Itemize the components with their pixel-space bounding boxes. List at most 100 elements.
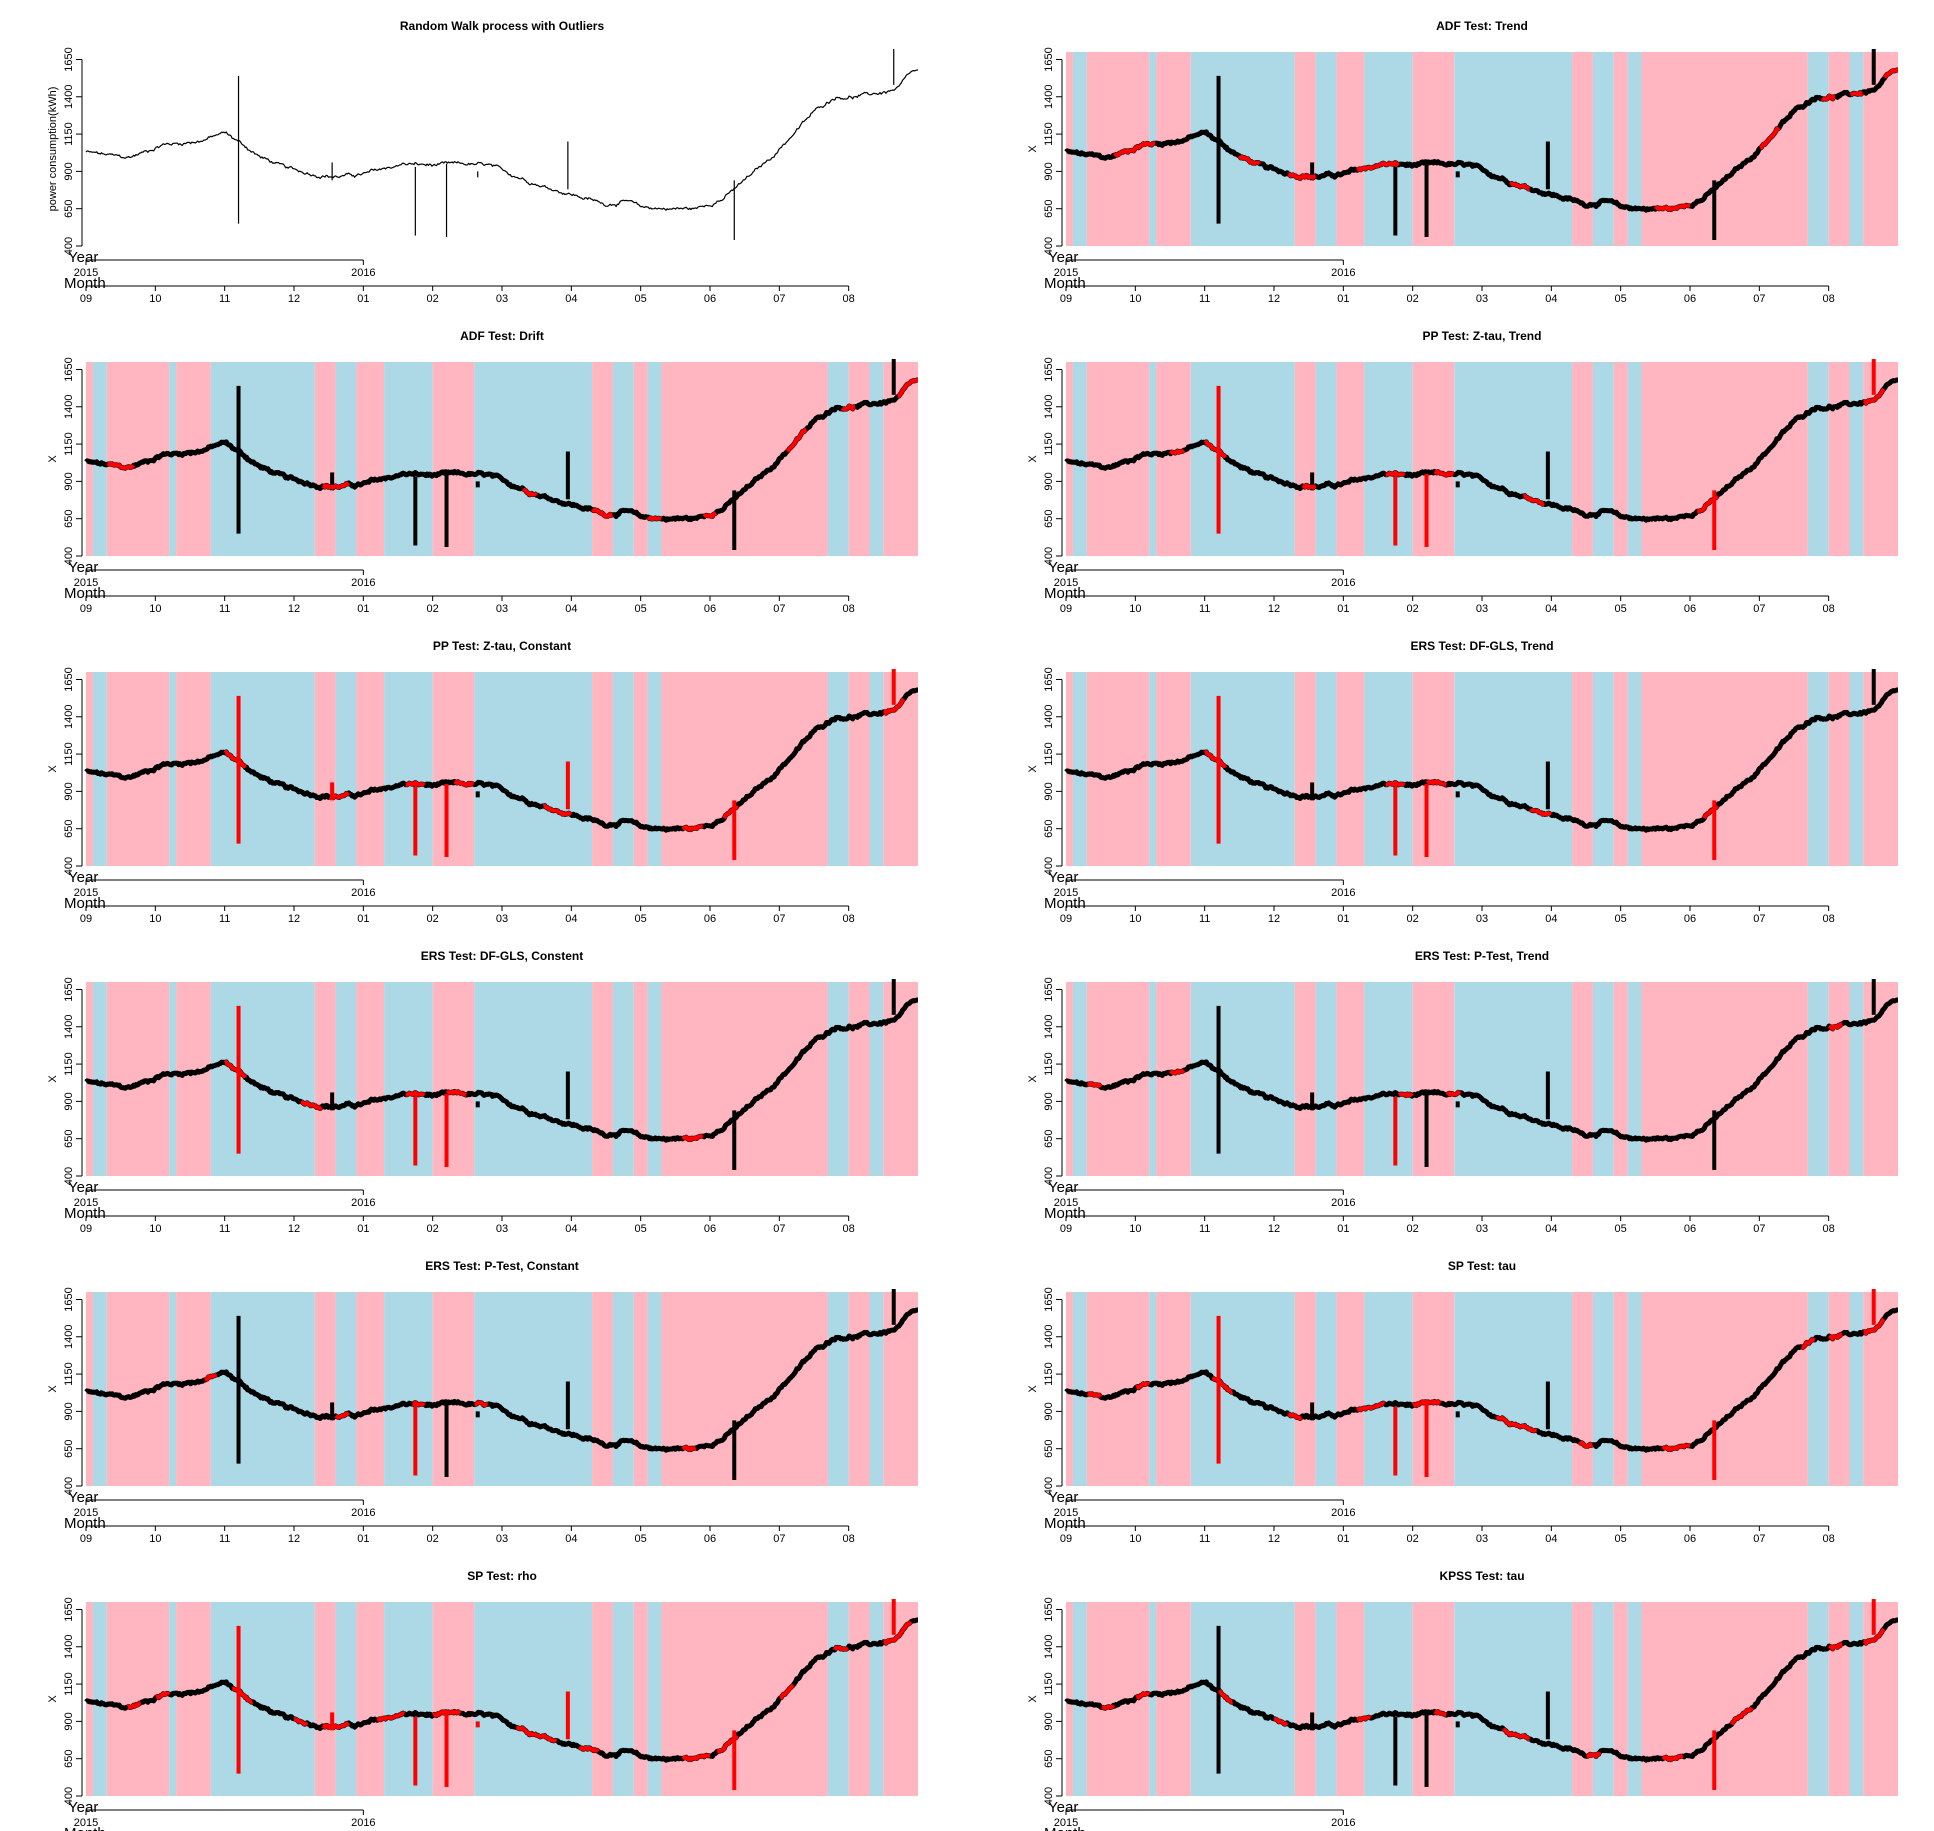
y-tick-label: 400 (63, 1787, 75, 1805)
year-axis-label: Year (1048, 1179, 1078, 1196)
highlight-segment (1384, 780, 1406, 787)
year-axis-label: Year (1048, 1799, 1078, 1816)
highlight-segment (204, 1372, 218, 1382)
y-tick-label: 650 (63, 820, 75, 838)
month-tick-label: 06 (1684, 913, 1696, 925)
band-stationary (384, 1602, 433, 1796)
band-stationary (1627, 672, 1642, 866)
y-axis-label: X (1027, 1385, 1039, 1393)
band-non_stationary (1294, 1602, 1316, 1796)
month-tick-label: 04 (1545, 913, 1557, 925)
month-tick-label: 01 (1337, 1533, 1349, 1545)
y-tick-label: 1150 (1043, 1052, 1055, 1076)
month-axis-label: Month (1044, 275, 1086, 292)
highlight-segment (515, 1725, 558, 1743)
highlight-segment (1384, 470, 1406, 477)
band-stationary (1072, 362, 1087, 556)
band-non_stationary (356, 362, 385, 556)
y-tick-label: 1650 (1043, 357, 1055, 381)
band-stationary (1807, 1292, 1829, 1486)
band-stationary (1072, 1602, 1087, 1796)
band-stationary (210, 982, 315, 1176)
band-stationary (1315, 52, 1337, 246)
y-tick-label: 900 (63, 472, 75, 490)
highlight-segment (1237, 154, 1262, 166)
highlight-segment (1729, 1706, 1754, 1726)
panel-adf-trend: ADF Test: Trend 400 650 900 1150 1400 1650 X 201… (1027, 19, 1900, 305)
y-tick-label: 650 (63, 200, 75, 218)
month-tick-label: 12 (1268, 1223, 1280, 1235)
month-tick-label: 05 (1615, 603, 1627, 615)
series-line (1064, 687, 1900, 833)
y-tick-label: 1150 (63, 122, 75, 146)
year-tick-label: 2016 (1331, 577, 1355, 589)
panel-ers-dfgls-constant: ERS Test: DF-GLS, Constent 400 650 900 1150 1… (47, 949, 920, 1235)
highlight-segment (376, 1711, 406, 1723)
panel-sp-tau: SP Test: tau 400 650 900 1150 1400 1650 X 2015 20… (1027, 1259, 1900, 1545)
month-tick-label: 09 (1060, 1223, 1072, 1235)
band-non_stationary (1641, 982, 1808, 1176)
band-stationary (1364, 1602, 1413, 1796)
highlight-segment (1135, 1691, 1151, 1700)
y-tick-label: 1400 (63, 705, 75, 729)
month-tick-label: 07 (1753, 603, 1765, 615)
band-stationary (1592, 1292, 1614, 1486)
highlight-segment (840, 404, 856, 412)
band-stationary (1592, 52, 1614, 246)
year-tick-label: 2015 (1054, 267, 1078, 279)
highlight-segment (1501, 1727, 1531, 1741)
year-tick-label: 2016 (351, 1197, 375, 1209)
y-tick-label: 900 (63, 782, 75, 800)
highlight-segment (1433, 1709, 1448, 1717)
band-non_stationary (432, 982, 475, 1176)
y-axis-label: X (47, 455, 59, 463)
month-tick-label: 07 (773, 293, 785, 305)
month-tick-label: 02 (1407, 913, 1419, 925)
panel-random-walk: Random Walk process with Outliers 400 650 9… (47, 19, 918, 305)
band-non_stationary (1572, 1602, 1593, 1796)
band-stationary (210, 1602, 315, 1796)
band-non_stationary (1613, 672, 1628, 866)
highlight-segment (1356, 1401, 1386, 1413)
month-axis-label: Month (1044, 1205, 1086, 1222)
y-tick-label: 1400 (63, 1015, 75, 1039)
band-stationary (869, 362, 884, 556)
band-non_stationary (633, 1292, 648, 1486)
year-tick-label: 2015 (1054, 1507, 1078, 1519)
month-tick-label: 04 (565, 293, 577, 305)
band-non_stationary (848, 672, 870, 866)
band-non_stationary (848, 1292, 870, 1486)
y-tick-label: 1650 (63, 667, 75, 691)
panel-title: ERS Test: DF-GLS, Constent (421, 949, 583, 963)
band-stationary (612, 672, 634, 866)
y-tick-label: 650 (1043, 510, 1055, 528)
month-tick-label: 11 (1199, 1223, 1210, 1235)
band-non_stationary (633, 672, 648, 866)
year-tick-label: 2016 (1331, 887, 1355, 899)
month-tick-label: 10 (1129, 1533, 1141, 1545)
year-tick-label: 2016 (351, 1507, 375, 1519)
band-stationary (210, 1292, 315, 1486)
month-tick-label: 03 (1476, 293, 1488, 305)
y-tick-label: 1650 (1043, 1597, 1055, 1621)
y-tick-label: 650 (1043, 820, 1055, 838)
y-tick-label: 1150 (63, 1362, 75, 1386)
y-tick-label: 400 (63, 547, 75, 565)
band-stationary (1454, 1292, 1573, 1486)
band-non_stationary (848, 362, 870, 556)
band-stationary (169, 1292, 177, 1486)
month-tick-label: 02 (1407, 1533, 1419, 1545)
month-tick-label: 02 (427, 293, 439, 305)
month-tick-label: 03 (1476, 603, 1488, 615)
month-tick-label: 09 (80, 913, 92, 925)
band-stationary (1592, 1602, 1614, 1796)
band-non_stationary (1641, 672, 1808, 866)
band-stationary (1454, 982, 1573, 1176)
panel-pp-ztau-trend: PP Test: Z-tau, Trend 400 650 900 1150 1400 16… (1027, 329, 1900, 615)
band-stationary (1849, 672, 1864, 866)
y-tick-label: 400 (1043, 1167, 1055, 1185)
month-tick-label: 01 (1337, 603, 1349, 615)
highlight-segment (1661, 1754, 1684, 1762)
series-line (84, 1307, 920, 1453)
highlight-segment (1086, 1391, 1103, 1399)
